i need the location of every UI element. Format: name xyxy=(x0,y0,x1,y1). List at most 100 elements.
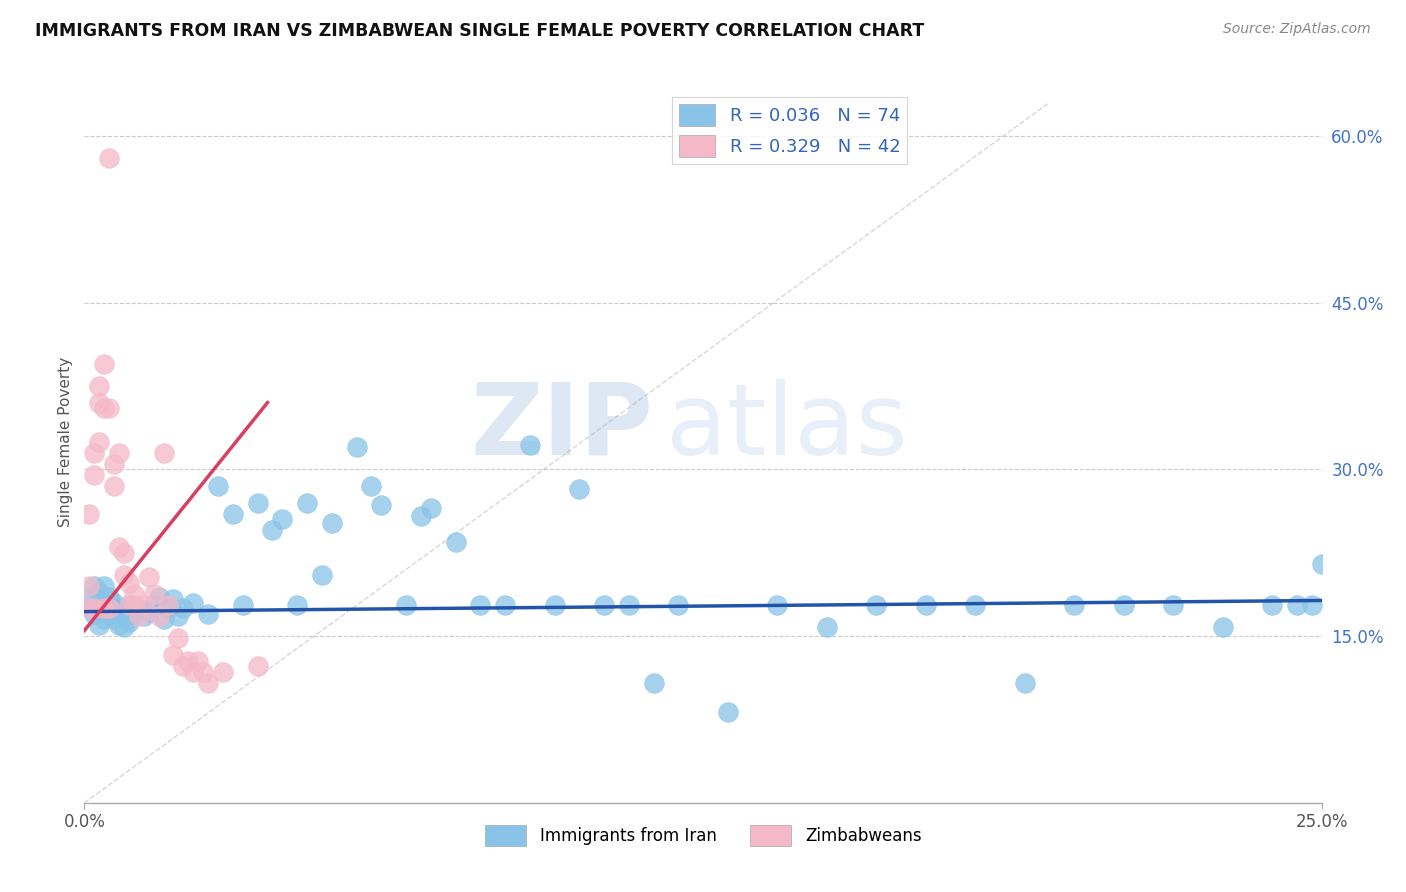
Point xyxy=(98,590,121,604)
Point xyxy=(360,479,382,493)
Point xyxy=(108,540,131,554)
Point xyxy=(83,601,105,615)
Text: Source: ZipAtlas.com: Source: ZipAtlas.com xyxy=(1223,22,1371,37)
Point xyxy=(197,607,219,621)
Point xyxy=(207,479,229,493)
Point xyxy=(965,598,987,612)
Point xyxy=(93,579,115,593)
Point xyxy=(172,659,194,673)
Point xyxy=(98,401,121,416)
Point xyxy=(1285,598,1308,612)
Point xyxy=(370,498,392,512)
Point xyxy=(98,607,121,621)
Point xyxy=(89,584,111,599)
Point xyxy=(128,609,150,624)
Point xyxy=(197,675,219,690)
Point xyxy=(167,609,190,624)
Point xyxy=(1310,557,1333,571)
Point xyxy=(172,601,194,615)
Point xyxy=(717,705,740,719)
Point xyxy=(118,615,141,629)
Point xyxy=(103,612,125,626)
Point xyxy=(148,590,170,604)
Point xyxy=(262,524,284,538)
Point xyxy=(162,592,184,607)
Point xyxy=(1261,598,1284,612)
Text: IMMIGRANTS FROM IRAN VS ZIMBABWEAN SINGLE FEMALE POVERTY CORRELATION CHART: IMMIGRANTS FROM IRAN VS ZIMBABWEAN SINGL… xyxy=(35,22,924,40)
Point xyxy=(83,445,105,459)
Point xyxy=(152,445,174,459)
Point xyxy=(914,598,936,612)
Point xyxy=(321,516,343,530)
Point xyxy=(122,587,145,601)
Point xyxy=(222,507,245,521)
Point xyxy=(1112,598,1135,612)
Point xyxy=(142,598,165,612)
Point xyxy=(643,675,665,690)
Point xyxy=(181,596,204,610)
Point xyxy=(152,612,174,626)
Point xyxy=(83,467,105,482)
Point xyxy=(112,546,135,560)
Point xyxy=(118,575,141,590)
Point xyxy=(103,457,125,471)
Point xyxy=(118,598,141,612)
Point xyxy=(470,598,492,612)
Point xyxy=(285,598,308,612)
Text: ZIP: ZIP xyxy=(471,378,654,475)
Point xyxy=(103,596,125,610)
Point xyxy=(617,598,640,612)
Point xyxy=(346,440,368,454)
Point xyxy=(295,496,318,510)
Point xyxy=(666,598,689,612)
Point xyxy=(142,587,165,601)
Point xyxy=(395,598,418,612)
Point xyxy=(519,438,541,452)
Point xyxy=(232,598,254,612)
Point xyxy=(89,434,111,449)
Point xyxy=(815,620,838,634)
Point xyxy=(79,601,101,615)
Point xyxy=(79,579,101,593)
Point xyxy=(181,665,204,679)
Point xyxy=(79,507,101,521)
Point xyxy=(191,665,214,679)
Point xyxy=(108,445,131,459)
Point xyxy=(167,632,190,646)
Point xyxy=(865,598,887,612)
Legend: Immigrants from Iran, Zimbabweans: Immigrants from Iran, Zimbabweans xyxy=(478,819,928,852)
Point xyxy=(98,151,121,165)
Point xyxy=(122,607,145,621)
Point xyxy=(93,601,115,615)
Point xyxy=(132,609,155,624)
Point xyxy=(93,612,115,626)
Point xyxy=(93,596,115,610)
Point xyxy=(103,479,125,493)
Point xyxy=(1161,598,1184,612)
Point xyxy=(409,508,432,523)
Point xyxy=(128,601,150,615)
Point xyxy=(212,665,235,679)
Point xyxy=(543,598,565,612)
Point xyxy=(112,620,135,634)
Point xyxy=(108,601,131,615)
Point xyxy=(1301,598,1323,612)
Text: atlas: atlas xyxy=(666,378,907,475)
Point xyxy=(444,534,467,549)
Point xyxy=(1063,598,1085,612)
Point xyxy=(148,609,170,624)
Point xyxy=(118,598,141,612)
Point xyxy=(79,601,101,615)
Point xyxy=(246,496,269,510)
Point xyxy=(138,570,160,584)
Point xyxy=(132,598,155,612)
Y-axis label: Single Female Poverty: Single Female Poverty xyxy=(58,357,73,526)
Point xyxy=(766,598,789,612)
Point xyxy=(187,653,209,667)
Point xyxy=(89,598,111,612)
Point xyxy=(122,598,145,612)
Point xyxy=(177,653,200,667)
Point xyxy=(157,598,180,612)
Point xyxy=(271,512,294,526)
Point xyxy=(93,357,115,371)
